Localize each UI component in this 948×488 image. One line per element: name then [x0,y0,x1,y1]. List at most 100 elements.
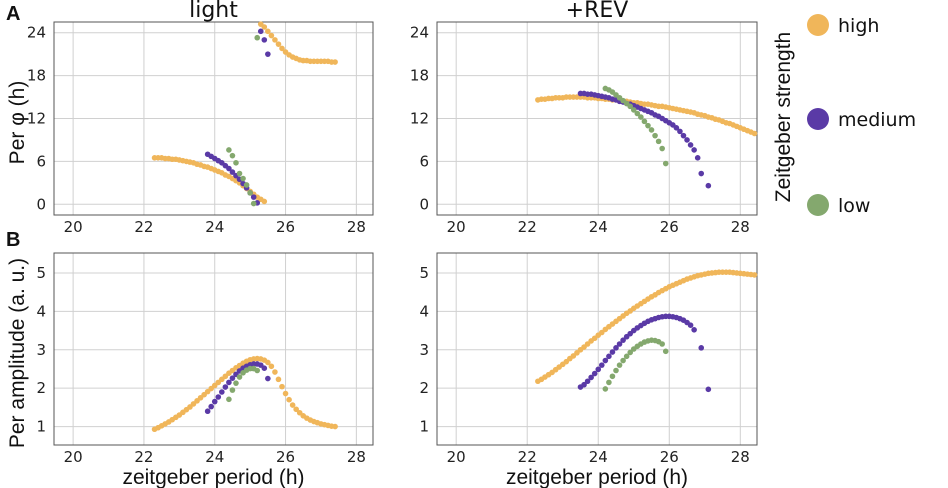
data-point-low [645,122,651,129]
legend-title: Zeitgeber strength [772,32,795,202]
data-point-medium [208,403,214,410]
data-point-low [250,200,257,207]
data-point-medium [219,389,225,395]
legend: Zeitgeber strength high medium low [772,14,916,217]
y-tick-label: 2 [419,379,429,397]
data-point-medium [581,381,587,388]
data-point-high [332,423,338,430]
data-point-medium [215,394,222,400]
x-tick-label: 28 [347,218,366,236]
data-point-medium [691,147,697,153]
data-point-low [620,357,626,364]
x-tick-label: 22 [518,218,537,236]
y-tick-label: 6 [419,152,429,170]
data-point-medium [687,322,694,328]
x-tick-label: 22 [134,218,153,236]
axes-frame [53,21,374,216]
y-tick-label: 6 [36,152,46,170]
data-point-medium [265,51,271,57]
series-high [151,155,268,205]
data-point-low [243,182,250,188]
y-tick-label: 12 [410,110,429,128]
legend-label-high: high [838,15,879,37]
x-tick-label: 24 [589,448,608,466]
data-point-low [226,147,232,153]
data-point-medium [609,349,616,355]
y-tick-label: 4 [36,302,46,320]
data-point-medium [595,366,602,373]
y-tick-label: 24 [27,24,46,42]
data-point-medium [673,124,680,131]
series-low [602,85,669,167]
data-point-low [659,341,665,347]
series-low [254,34,261,41]
y-tick-label: 12 [27,110,46,128]
x-tick-label: 28 [731,448,750,466]
data-point-medium [598,362,605,368]
y-tick-label: 3 [36,341,46,359]
data-point-low [233,160,239,166]
chart-phase-light: 20 22 24 26 28 0 6 12 18 24 light Per φ (h) [6,0,374,236]
legend-marker-high [807,14,829,36]
data-point-low [240,175,246,182]
y-tick-label: 0 [419,195,429,213]
series-low [226,147,257,207]
panel-title: +REV [566,0,629,23]
y-tick-label: 24 [410,24,429,42]
chart-phase-rev: 20 22 24 26 28 0 6 12 18 24 +REV [410,0,758,236]
series-high [257,21,338,65]
data-point-medium [591,370,598,377]
data-point-high [751,130,758,137]
data-point-low [236,170,243,177]
chart-amp-light: 20 22 24 26 28 1 2 3 4 5 zeitgeber period (h) Per a… [6,252,374,488]
y-tick-label: 5 [419,264,429,282]
data-point-high [265,359,271,366]
series-medium [257,28,271,57]
axes-frame [436,21,758,216]
data-point-medium [684,137,690,143]
data-point-high [272,369,278,375]
data-point-low [236,374,243,380]
data-point-medium [584,378,591,385]
panel-title: light [189,0,238,23]
series-medium [577,313,697,390]
y-tick-label: 18 [410,67,429,85]
data-point-medium [680,132,687,139]
x-tick-label: 22 [134,448,153,466]
data-point-low [254,367,261,374]
x-tick-label: 22 [518,448,537,466]
series-high [535,94,758,137]
data-point-high [268,363,275,370]
series-medium [577,90,705,177]
x-tick-label: 24 [589,218,608,236]
data-point-medium [705,386,712,393]
data-point-medium [250,194,257,200]
data-point-low [229,152,236,159]
data-point-low [616,362,623,368]
x-tick-label: 26 [660,218,679,236]
x-tick-label: 20 [447,218,466,236]
data-point-high [289,402,296,408]
data-point-medium [613,345,619,351]
x-tick-label: 20 [64,218,83,236]
data-point-low [613,367,619,374]
panel-label-a: A [6,3,20,25]
y-tick-label: 4 [419,302,429,320]
axes-frame [53,252,374,446]
data-point-medium [694,155,701,161]
y-axis-label: Per amplitude (a. u.) [6,258,29,448]
data-point-low [641,118,648,125]
data-point-high [275,41,282,47]
y-tick-label: 2 [36,379,46,397]
data-point-low [634,110,641,117]
x-tick-label: 28 [731,218,750,236]
data-point-high [751,272,758,278]
data-point-medium [616,341,623,347]
series-high [535,269,758,385]
x-tick-label: 20 [64,448,83,466]
data-point-high [275,376,282,383]
data-point-medium [222,384,229,390]
data-point-medium [588,374,594,381]
legend-marker-medium [807,108,829,130]
